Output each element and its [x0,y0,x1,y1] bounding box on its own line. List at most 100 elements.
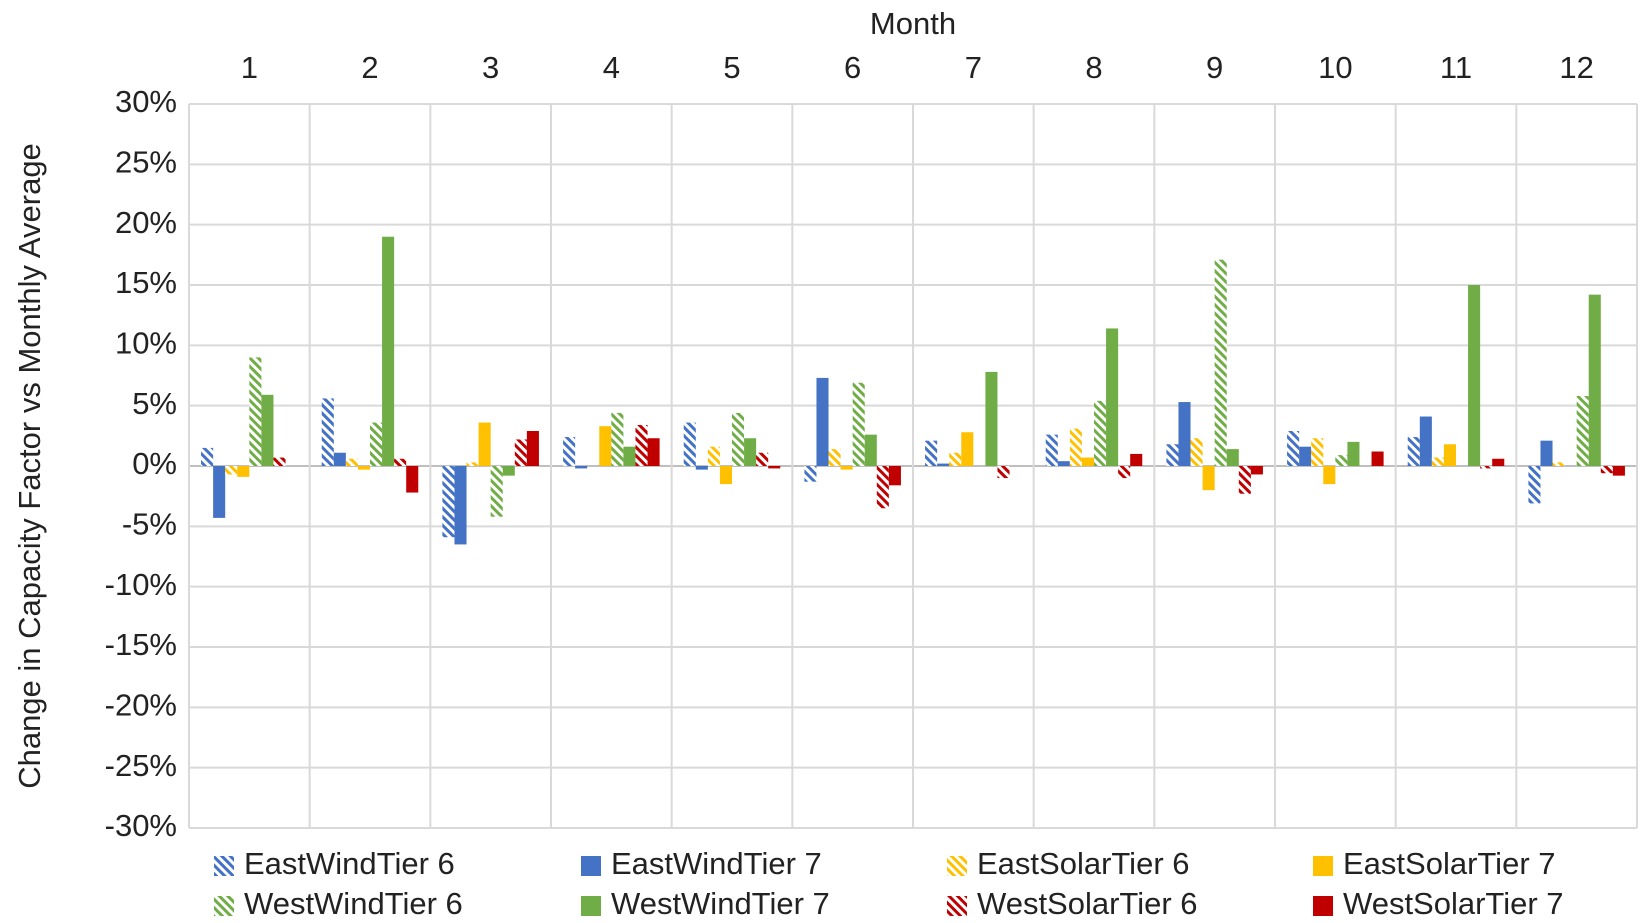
bar [1347,441,1360,466]
x-tick-label: 8 [1085,50,1102,85]
bar [961,432,974,466]
legend-swatch [214,856,234,876]
bar [828,449,841,466]
legend-swatch [1313,856,1333,876]
y-tick-label: 10% [115,326,177,361]
legend-swatch [947,896,967,916]
legend-swatch [1313,896,1333,916]
bar [261,394,274,466]
bar [925,440,938,466]
bar [1492,458,1505,466]
bar [563,437,576,466]
x-tick-label: 11 [1440,50,1472,85]
bar [1576,396,1589,466]
x-tick-label: 4 [603,50,620,85]
bar [768,466,781,469]
legend-swatch [214,896,234,916]
bar [442,466,455,538]
bar [1600,466,1613,474]
bar [1323,466,1336,485]
bar [249,357,262,466]
bar [719,466,732,485]
bar [1130,453,1143,466]
bar [1540,440,1553,466]
bar [949,452,962,466]
bar [1419,416,1432,466]
bar [732,412,745,466]
legend-label: WestWindTier 6 [244,886,463,921]
y-tick-label: -5% [122,507,177,542]
bar [370,422,383,466]
legend-swatch [581,856,601,876]
bar [406,466,419,493]
bar [1552,462,1565,466]
y-tick-label: 5% [132,386,177,421]
x-tick-label: 2 [361,50,378,85]
y-tick-label: 15% [115,265,177,300]
bar [888,466,901,486]
bar [997,466,1010,479]
bar [1528,466,1541,504]
bar [345,458,358,466]
legend-label: WestSolarTier 7 [1343,886,1564,921]
bar [1190,438,1203,466]
legend-label: WestWindTier 7 [611,886,830,921]
bar [756,452,769,466]
bar [394,458,407,466]
x-tick-label: 5 [723,50,740,85]
bar [1311,438,1324,466]
bar [1106,328,1119,466]
bar [1612,466,1625,476]
y-tick-label: -20% [105,688,177,723]
bar [1443,444,1456,466]
bar [1468,285,1481,466]
legend-swatch [581,896,601,916]
bar [502,466,515,476]
bar [707,446,720,466]
bar [333,452,346,466]
bar [864,434,877,466]
bar [647,438,660,466]
bar [1202,466,1215,491]
bar [1057,461,1070,466]
y-axis-title: Change in Capacity Factor vs Monthly Ave… [12,143,47,789]
bar [840,466,853,470]
bar [382,236,395,466]
bar [201,447,214,466]
y-tick-label: 30% [115,84,177,119]
legend-label: WestSolarTier 6 [977,886,1198,921]
bar [213,466,226,518]
bar [225,466,238,475]
bar [1407,437,1420,466]
bar [237,466,250,477]
legend-label: EastSolarTier 7 [1343,846,1556,881]
bar [1069,428,1082,466]
y-tick-label: -25% [105,748,177,783]
bar [1045,434,1058,466]
y-tick-label: 25% [115,145,177,180]
bar [1250,466,1263,475]
x-tick-label: 1 [241,50,258,85]
bar [1238,466,1251,494]
bar [357,466,370,470]
y-tick-label: -10% [105,567,177,602]
bar [1214,259,1227,466]
x-tick-label: 6 [844,50,861,85]
legend-label: EastWindTier 6 [244,846,455,881]
x-tick-label: 3 [482,50,499,85]
bar [599,426,612,466]
bar [526,431,539,466]
bar [1287,431,1300,466]
bar [1335,455,1348,466]
x-tick-label: 10 [1318,50,1352,85]
bar [816,377,829,466]
bar [514,439,527,466]
bar [804,466,817,482]
bar [683,422,696,466]
bar [1094,400,1107,466]
y-tick-label: -30% [105,808,177,843]
bar [466,462,479,466]
x-tick-label: 9 [1206,50,1223,85]
bar [478,422,491,466]
